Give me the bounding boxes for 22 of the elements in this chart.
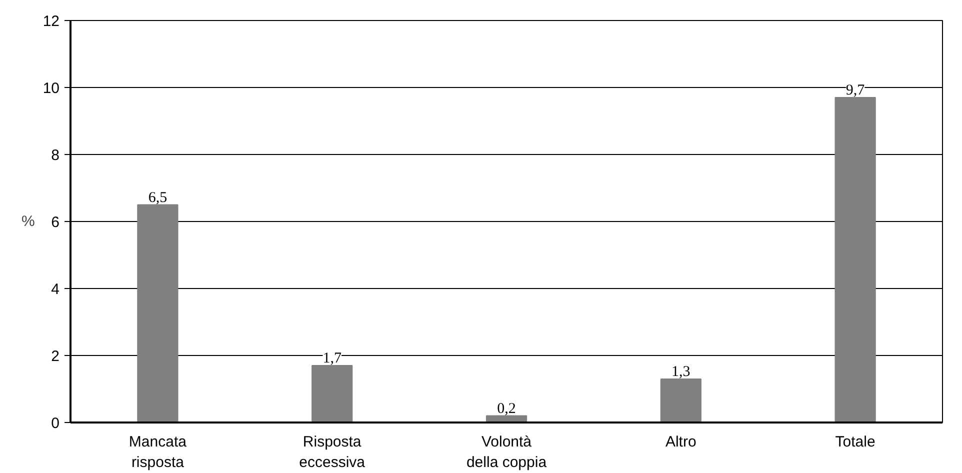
data-label: 1,7	[322, 350, 342, 367]
x-tick-label: Altro	[665, 434, 696, 450]
y-axis-title: %	[21, 213, 35, 230]
data-label: 6,5	[148, 190, 168, 206]
y-tick-label: 10	[42, 80, 60, 97]
bar	[137, 204, 178, 422]
data-label: 9,7	[846, 82, 866, 99]
y-tick-label: 6	[51, 214, 60, 231]
y-tick-label: 4	[51, 281, 60, 298]
y-tick-label: 0	[51, 415, 60, 432]
y-tick-label: 12	[42, 13, 60, 30]
bar	[312, 365, 353, 422]
data-label: 0,2	[497, 400, 516, 417]
x-tick-label: Volontà della coppia	[466, 434, 548, 471]
bar	[834, 97, 876, 422]
data-label: 1,3	[672, 364, 690, 380]
x-tick-label: Risposta eccessiva	[299, 434, 366, 471]
bar	[660, 378, 702, 422]
y-tick-label: 2	[51, 348, 60, 365]
x-tick-label: Totale	[835, 434, 876, 450]
x-tick-label: Mancata risposta	[128, 434, 188, 471]
y-tick-label: 8	[51, 147, 60, 164]
